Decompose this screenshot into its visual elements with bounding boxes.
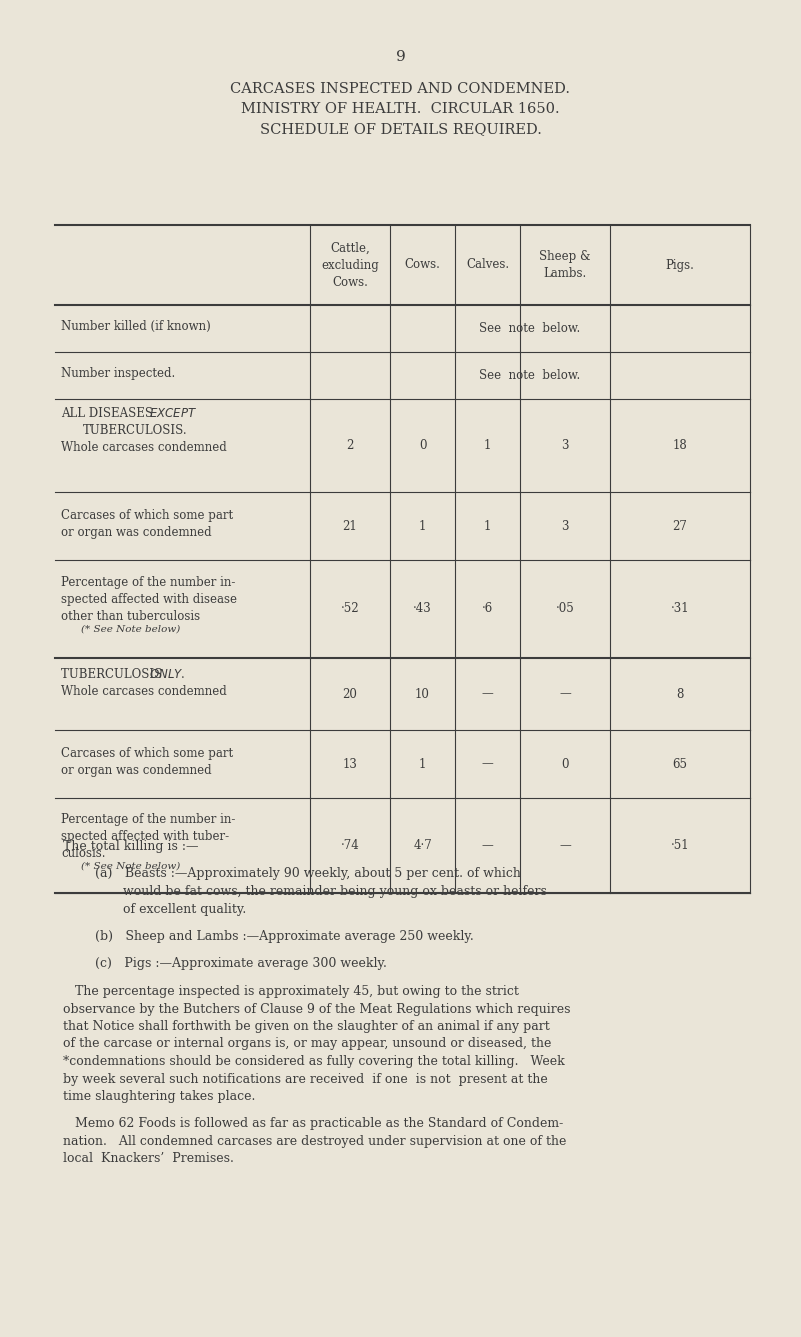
Text: The percentage inspected is approximately 45, but owing to the strict: The percentage inspected is approximatel… <box>63 985 519 997</box>
Text: other than tuberculosis: other than tuberculosis <box>61 610 200 623</box>
Text: Pigs.: Pigs. <box>666 258 694 271</box>
Text: —: — <box>481 840 493 852</box>
Text: spected affected with tuber-: spected affected with tuber- <box>61 830 229 842</box>
Text: The total killing is :—: The total killing is :— <box>63 840 199 853</box>
Text: Number killed (if known): Number killed (if known) <box>61 320 211 333</box>
Text: 4·7: 4·7 <box>413 840 432 852</box>
Text: (* See Note below): (* See Note below) <box>81 861 180 870</box>
Text: Cows.: Cows. <box>405 258 441 271</box>
Text: $\it{EXCEPT}$: $\it{EXCEPT}$ <box>149 406 197 420</box>
Text: or organ was condemned: or organ was condemned <box>61 763 211 777</box>
Text: 3: 3 <box>562 520 569 532</box>
Text: 1: 1 <box>484 520 491 532</box>
Text: spected affected with disease: spected affected with disease <box>61 594 237 606</box>
Text: (a) Beasts :—Approximately 90 weekly, about 5 per cent. of which: (a) Beasts :—Approximately 90 weekly, ab… <box>95 868 521 881</box>
Text: ·52: ·52 <box>340 603 360 615</box>
Text: Carcases of which some part: Carcases of which some part <box>61 509 233 521</box>
Text: Sheep &
Lambs.: Sheep & Lambs. <box>539 250 591 279</box>
Text: —: — <box>481 687 493 701</box>
Text: See  note  below.: See note below. <box>479 322 581 336</box>
Text: of excellent quality.: of excellent quality. <box>95 902 246 916</box>
Text: ·51: ·51 <box>670 840 690 852</box>
Text: Percentage of the number in-: Percentage of the number in- <box>61 813 235 826</box>
Text: that Notice shall forthwith be given on the slaughter of an animal if any part: that Notice shall forthwith be given on … <box>63 1020 549 1034</box>
Text: by week several such notifications are received  if one  is not  present at the: by week several such notifications are r… <box>63 1072 548 1086</box>
Text: *condemnations should be considered as fully covering the total killing.   Week: *condemnations should be considered as f… <box>63 1055 565 1068</box>
Text: ALL DISEASES: ALL DISEASES <box>61 406 157 420</box>
Text: Cattle,
excluding
Cows.: Cattle, excluding Cows. <box>321 242 379 289</box>
Text: 9: 9 <box>396 49 405 64</box>
Text: (b) Sheep and Lambs :—Approximate average 250 weekly.: (b) Sheep and Lambs :—Approximate averag… <box>95 931 473 943</box>
Text: 20: 20 <box>343 687 357 701</box>
Text: 1: 1 <box>419 758 426 770</box>
Text: Calves.: Calves. <box>466 258 509 271</box>
Text: $\it{ONLY}$.: $\it{ONLY}$. <box>149 668 185 681</box>
Text: 0: 0 <box>419 439 426 452</box>
Text: ·6: ·6 <box>482 603 493 615</box>
Text: nation.   All condemned carcases are destroyed under supervision at one of the: nation. All condemned carcases are destr… <box>63 1135 566 1148</box>
Text: See  note  below.: See note below. <box>479 369 581 382</box>
Text: ·43: ·43 <box>413 603 432 615</box>
Text: or organ was condemned: or organ was condemned <box>61 525 211 539</box>
Text: 10: 10 <box>415 687 430 701</box>
Text: MINISTRY OF HEALTH.  CIRCULAR 1650.: MINISTRY OF HEALTH. CIRCULAR 1650. <box>241 102 560 116</box>
Text: culosis.: culosis. <box>61 846 106 860</box>
Text: ·05: ·05 <box>556 603 574 615</box>
Text: 27: 27 <box>673 520 687 532</box>
Text: 3: 3 <box>562 439 569 452</box>
Text: 13: 13 <box>343 758 357 770</box>
Text: 8: 8 <box>676 687 684 701</box>
Text: (* See Note below): (* See Note below) <box>81 624 180 634</box>
Text: Percentage of the number in-: Percentage of the number in- <box>61 576 235 590</box>
Text: —: — <box>559 687 571 701</box>
Text: 18: 18 <box>673 439 687 452</box>
Text: observance by the Butchers of Clause 9 of the Meat Regulations which requires: observance by the Butchers of Clause 9 o… <box>63 1003 570 1016</box>
Text: 1: 1 <box>484 439 491 452</box>
Text: (c) Pigs :—Approximate average 300 weekly.: (c) Pigs :—Approximate average 300 weekl… <box>95 957 387 971</box>
Text: 1: 1 <box>419 520 426 532</box>
Text: 2: 2 <box>346 439 354 452</box>
Text: Whole carcases condemned: Whole carcases condemned <box>61 685 227 698</box>
Text: of the carcase or internal organs is, or may appear, unsound or diseased, the: of the carcase or internal organs is, or… <box>63 1038 551 1051</box>
Text: —: — <box>481 758 493 770</box>
Text: Number inspected.: Number inspected. <box>61 366 175 380</box>
Text: Memo 62 Foods is followed as far as practicable as the Standard of Condem-: Memo 62 Foods is followed as far as prac… <box>63 1118 563 1131</box>
Text: Carcases of which some part: Carcases of which some part <box>61 747 233 759</box>
Text: 21: 21 <box>343 520 357 532</box>
Text: time slaughtering takes place.: time slaughtering takes place. <box>63 1090 256 1103</box>
Text: ·74: ·74 <box>340 840 360 852</box>
Text: would be fat cows, the remainder being young ox beasts or heifers: would be fat cows, the remainder being y… <box>95 885 547 898</box>
Text: 65: 65 <box>673 758 687 770</box>
Text: SCHEDULE OF DETAILS REQUIRED.: SCHEDULE OF DETAILS REQUIRED. <box>260 122 541 136</box>
Text: TUBERCULOSIS: TUBERCULOSIS <box>61 668 166 681</box>
Text: CARCASES INSPECTED AND CONDEMNED.: CARCASES INSPECTED AND CONDEMNED. <box>231 82 570 96</box>
Text: Whole carcases condemned: Whole carcases condemned <box>61 441 227 455</box>
Text: 0: 0 <box>562 758 569 770</box>
Text: TUBERCULOSIS.: TUBERCULOSIS. <box>83 424 187 437</box>
Text: —: — <box>559 840 571 852</box>
Text: local  Knackers’  Premises.: local Knackers’ Premises. <box>63 1152 234 1166</box>
Text: ·31: ·31 <box>670 603 690 615</box>
